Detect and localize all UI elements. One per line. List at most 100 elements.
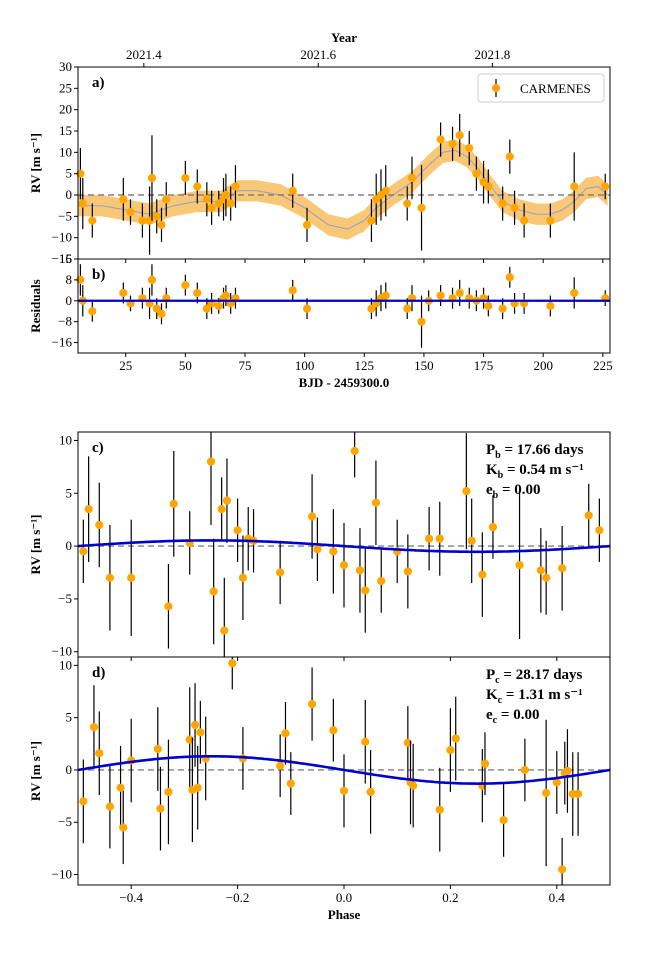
rv-phase-point xyxy=(220,626,229,635)
rv-point xyxy=(78,199,87,208)
annotation-value: 28.17 days xyxy=(516,667,583,683)
top-axis-title: Year xyxy=(331,30,357,45)
keplerian-model-curve xyxy=(77,539,611,554)
annotation-eq: = xyxy=(501,442,517,458)
y-tick-label: 20 xyxy=(59,102,72,117)
y-tick-label: 30 xyxy=(59,59,72,74)
rv-point xyxy=(570,182,579,191)
rv-phase-point xyxy=(313,545,322,554)
rv-phase-point xyxy=(403,738,412,747)
annotation-eq: = xyxy=(498,482,514,498)
residual-point xyxy=(484,301,493,311)
x-tick-label: 150 xyxy=(414,358,434,373)
annotation-eq: = xyxy=(500,667,516,683)
residual-point xyxy=(498,304,507,313)
legend: CARMENES xyxy=(477,73,605,103)
annotation-line: eb = 0.00 xyxy=(486,482,541,501)
annotation-subscript: c xyxy=(495,675,500,686)
rv-phase-point xyxy=(169,499,178,508)
rv-phase-point xyxy=(329,726,338,735)
rv-point xyxy=(417,203,426,212)
y-tick-label: 0 xyxy=(66,293,73,308)
residual-point xyxy=(455,288,464,298)
rv-phase-point xyxy=(156,804,165,813)
rv-point xyxy=(546,216,555,225)
annotation-subscript: c xyxy=(498,695,503,706)
x-tick-label: 0.0 xyxy=(336,890,352,905)
x-tick-label: 0.2 xyxy=(442,890,458,905)
rv-phase-point xyxy=(488,522,498,532)
x-tick-label: 50 xyxy=(179,358,192,373)
legend-box xyxy=(477,73,605,103)
residual-point xyxy=(214,301,223,311)
rv-point xyxy=(226,199,235,208)
rv-point xyxy=(119,195,128,204)
annotation-line: Kb = 0.54 m s⁻¹ xyxy=(486,462,584,481)
residual-point xyxy=(88,307,97,316)
rv-point xyxy=(472,169,481,178)
rv-phase-point xyxy=(552,778,561,787)
y-tick-label: 0 xyxy=(66,187,73,202)
y-tick-label: −16 xyxy=(52,335,73,350)
y-tick-label: −10 xyxy=(52,644,72,659)
residual-point xyxy=(505,273,514,282)
y-tick-label: 8 xyxy=(66,272,73,287)
panel-label-a: a) xyxy=(92,75,105,91)
rv-phase-point xyxy=(403,567,412,576)
annotation-value: 0.00 xyxy=(513,707,539,723)
y-tick-label: −15 xyxy=(52,251,72,266)
y-tick-label: 10 xyxy=(59,432,72,447)
rv-phase-point xyxy=(339,560,349,570)
rv-point xyxy=(510,203,519,212)
rv-point xyxy=(138,216,147,225)
rv-phase-point xyxy=(286,779,295,788)
residual-point xyxy=(367,304,376,313)
rv-phase-point xyxy=(462,487,471,496)
x-tick-label: 175 xyxy=(474,358,494,373)
rv-phase-point xyxy=(563,766,572,776)
annotation-eq: = xyxy=(503,462,519,478)
residual-point xyxy=(221,291,231,300)
y-tick-label: 5 xyxy=(66,710,73,725)
rv-phase-point xyxy=(542,573,551,582)
rv-phase-point xyxy=(515,560,524,570)
y-tick-label: 5 xyxy=(66,166,73,181)
x-tick-label: 0.4 xyxy=(549,890,566,905)
residual-point xyxy=(147,275,157,284)
rv-phase-point xyxy=(435,805,444,814)
residual-point xyxy=(302,304,312,313)
x-tick-label: −0.4 xyxy=(119,890,143,905)
rv-point xyxy=(367,216,376,225)
y-tick-label: 0 xyxy=(66,538,73,553)
y-tick-label: −10 xyxy=(52,867,72,882)
rv-phase-point xyxy=(89,722,99,732)
residual-point xyxy=(546,301,555,311)
x-axis-title: Phase xyxy=(328,907,361,922)
top-tick-label: 2021.8 xyxy=(475,47,511,62)
rv-phase-point xyxy=(281,729,290,738)
annotation-symbol: P xyxy=(486,667,495,683)
rv-phase-point xyxy=(119,823,128,832)
rv-phase-point xyxy=(425,534,434,543)
rv-phase-point xyxy=(238,573,248,582)
rv-point xyxy=(436,135,445,144)
rv-phase-point xyxy=(105,573,115,582)
residual-point xyxy=(152,304,161,313)
rv-point xyxy=(207,203,216,212)
annotation-line: Kc = 1.31 m s⁻¹ xyxy=(486,687,583,706)
rv-phase-point xyxy=(371,498,381,507)
residual-point xyxy=(403,304,412,313)
rv-phase-point xyxy=(190,720,200,730)
rv-phase-point xyxy=(185,735,194,744)
annotation-symbol: P xyxy=(486,442,495,458)
y-tick-label: 10 xyxy=(59,144,72,159)
y-tick-label: 0 xyxy=(66,762,73,777)
rv-phase-point xyxy=(542,788,551,798)
rv-phase-point xyxy=(329,547,338,556)
rv-point xyxy=(162,195,171,204)
annotation-line: Pb = 17.66 days xyxy=(486,442,584,461)
rv-phase-point xyxy=(480,759,490,768)
rv-point xyxy=(126,207,135,217)
rv-point xyxy=(465,143,474,153)
rv-phase-point xyxy=(127,573,136,582)
